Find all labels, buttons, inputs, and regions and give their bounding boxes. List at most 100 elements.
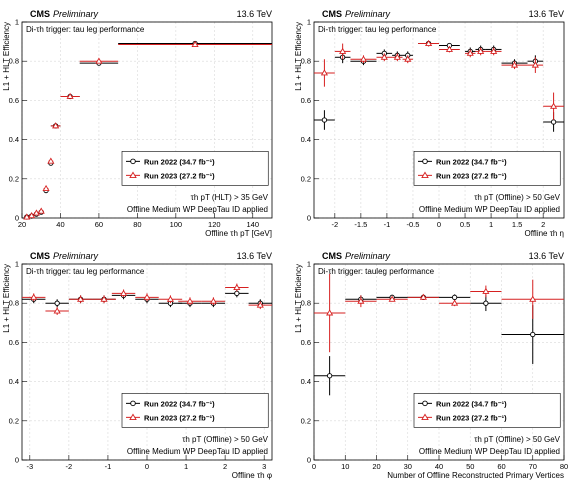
- x-tick-label: 80: [560, 462, 568, 471]
- x-tick-label: 0: [312, 462, 316, 471]
- legend-label-1: Run 2022 (34.7 fb⁻¹): [144, 157, 215, 166]
- data-point: [419, 293, 427, 300]
- x-tick-label: -1: [105, 462, 112, 471]
- data-point: [321, 117, 328, 123]
- data-point: [54, 300, 60, 306]
- data-point: [66, 92, 74, 99]
- y-tick-label: 0.4: [301, 135, 311, 144]
- cut-text: τh pT (Offline) > 50 GeV: [182, 435, 268, 444]
- y-tick-label: 0: [15, 214, 19, 223]
- y-tick-label: 0.8: [9, 57, 19, 66]
- data-point: [445, 45, 454, 52]
- data-point: [32, 209, 41, 216]
- x-tick-label: 20: [372, 462, 380, 471]
- data-point: [30, 293, 38, 300]
- x-tick-label: 1: [184, 462, 188, 471]
- cut-text: τh pT (Offline) > 50 GeV: [474, 193, 560, 202]
- y-tick-label: 1: [307, 260, 311, 269]
- data-point: [95, 57, 103, 64]
- x-axis-label: Offline τh η: [525, 229, 564, 238]
- x-tick-label: 0: [145, 462, 149, 471]
- x-tick-label: 70: [529, 462, 537, 471]
- x-tick-label: -3: [26, 462, 33, 471]
- working-point-text: Offline Medium WP DeepTau ID applied: [127, 447, 268, 456]
- y-tick-label: 0.6: [301, 96, 311, 105]
- y-tick-label: 0.2: [301, 174, 311, 183]
- y-tick-label: 0.8: [301, 57, 311, 66]
- y-tick-label: 0: [15, 456, 19, 465]
- data-point: [530, 331, 536, 338]
- series-2: [314, 273, 564, 353]
- x-tick-label: 20: [18, 220, 26, 229]
- x-tick-label: 40: [435, 462, 443, 471]
- x-tick-label: 120: [208, 220, 221, 229]
- x-tick-label: 100: [170, 220, 183, 229]
- x-tick-label: 1.5: [512, 220, 522, 229]
- y-axis-label: L1 + HLT Efficiency: [294, 22, 303, 91]
- working-point-text: Offline Medium WP DeepTau ID applied: [419, 205, 560, 214]
- y-tick-label: 0: [307, 214, 311, 223]
- legend-marker-1: [130, 158, 136, 165]
- data-point: [233, 283, 241, 290]
- legend-label-1: Run 2022 (34.7 fb⁻¹): [436, 157, 507, 166]
- legend-marker-1: [422, 158, 428, 165]
- data-point: [359, 55, 368, 62]
- data-point: [380, 53, 388, 60]
- cms-label: CMS Preliminary: [322, 9, 391, 19]
- x-tick-label: 60: [95, 220, 103, 229]
- x-tick-label: 2: [541, 220, 545, 229]
- data-point: [191, 40, 199, 47]
- data-point: [28, 211, 36, 219]
- y-tick-label: 0.2: [301, 416, 311, 425]
- energy-label: 13.6 TeV: [529, 9, 564, 19]
- chart-panel-1: 20 40 60 80 100 120 140 0 0.2 0.4 0.6 0.8 1 CMS Prelim…: [2, 9, 273, 238]
- x-tick-label: 60: [497, 462, 505, 471]
- x-axis-label: Number of Offline Reconstructed Primary …: [387, 471, 564, 480]
- data-point: [326, 309, 334, 316]
- data-point: [320, 69, 329, 76]
- x-tick-label: 1: [489, 220, 493, 229]
- working-point-text: Offline Medium WP DeepTau ID applied: [127, 205, 268, 214]
- data-point: [42, 184, 50, 192]
- data-point: [339, 47, 347, 54]
- preliminary-label: Preliminary: [345, 9, 391, 19]
- data-point: [549, 102, 558, 109]
- data-point: [53, 307, 61, 314]
- y-tick-label: 0.8: [9, 299, 19, 308]
- legend: Run 2022 (34.7 fb⁻¹) Run 2023 (27.2 fb⁻¹): [413, 151, 561, 186]
- y-tick-label: 1: [15, 18, 19, 27]
- data-point: [451, 294, 458, 300]
- chart-panel-4: 0 10 20 30 40 50 60 70 80 0 0.2 0.4 0.6 0.8 1 CMS Prelim…: [294, 251, 568, 480]
- data-point: [477, 47, 485, 54]
- y-tick-label: 0.4: [9, 135, 19, 144]
- data-point: [357, 297, 365, 304]
- legend-marker-2: [421, 413, 429, 421]
- data-point: [466, 49, 474, 56]
- data-point: [143, 293, 151, 300]
- legend-marker-1: [130, 400, 136, 407]
- data-point: [37, 207, 45, 214]
- legend-label-2: Run 2023 (27.2 fb⁻¹): [144, 413, 215, 422]
- x-tick-label: -2: [331, 220, 338, 229]
- working-point-text: Offline Medium WP DeepTau ID applied: [419, 447, 560, 456]
- series-2: [314, 39, 564, 120]
- data-point: [47, 157, 55, 164]
- data-point: [483, 300, 489, 306]
- y-axis-label: L1 + HLT Efficiency: [294, 264, 303, 333]
- data-point: [234, 290, 240, 297]
- y-tick-label: 0.8: [301, 299, 311, 308]
- y-tick-label: 0.4: [9, 377, 19, 386]
- x-axis-label: Offline τh pT [GeV]: [205, 229, 272, 238]
- energy-label: 13.6 TeV: [237, 9, 272, 19]
- legend-label-1: Run 2022 (34.7 fb⁻¹): [144, 399, 215, 408]
- data-point: [393, 53, 401, 60]
- data-point: [490, 47, 498, 54]
- data-point: [186, 297, 194, 304]
- x-tick-label: 2: [223, 462, 227, 471]
- series-2: [23, 40, 272, 220]
- x-tick-label: 50: [466, 462, 474, 471]
- legend-label-2: Run 2023 (27.2 fb⁻¹): [144, 171, 215, 180]
- trigger-annotation: Di-τh trigger: tau leg performance: [26, 267, 145, 276]
- legend-label-2: Run 2023 (27.2 fb⁻¹): [436, 413, 507, 422]
